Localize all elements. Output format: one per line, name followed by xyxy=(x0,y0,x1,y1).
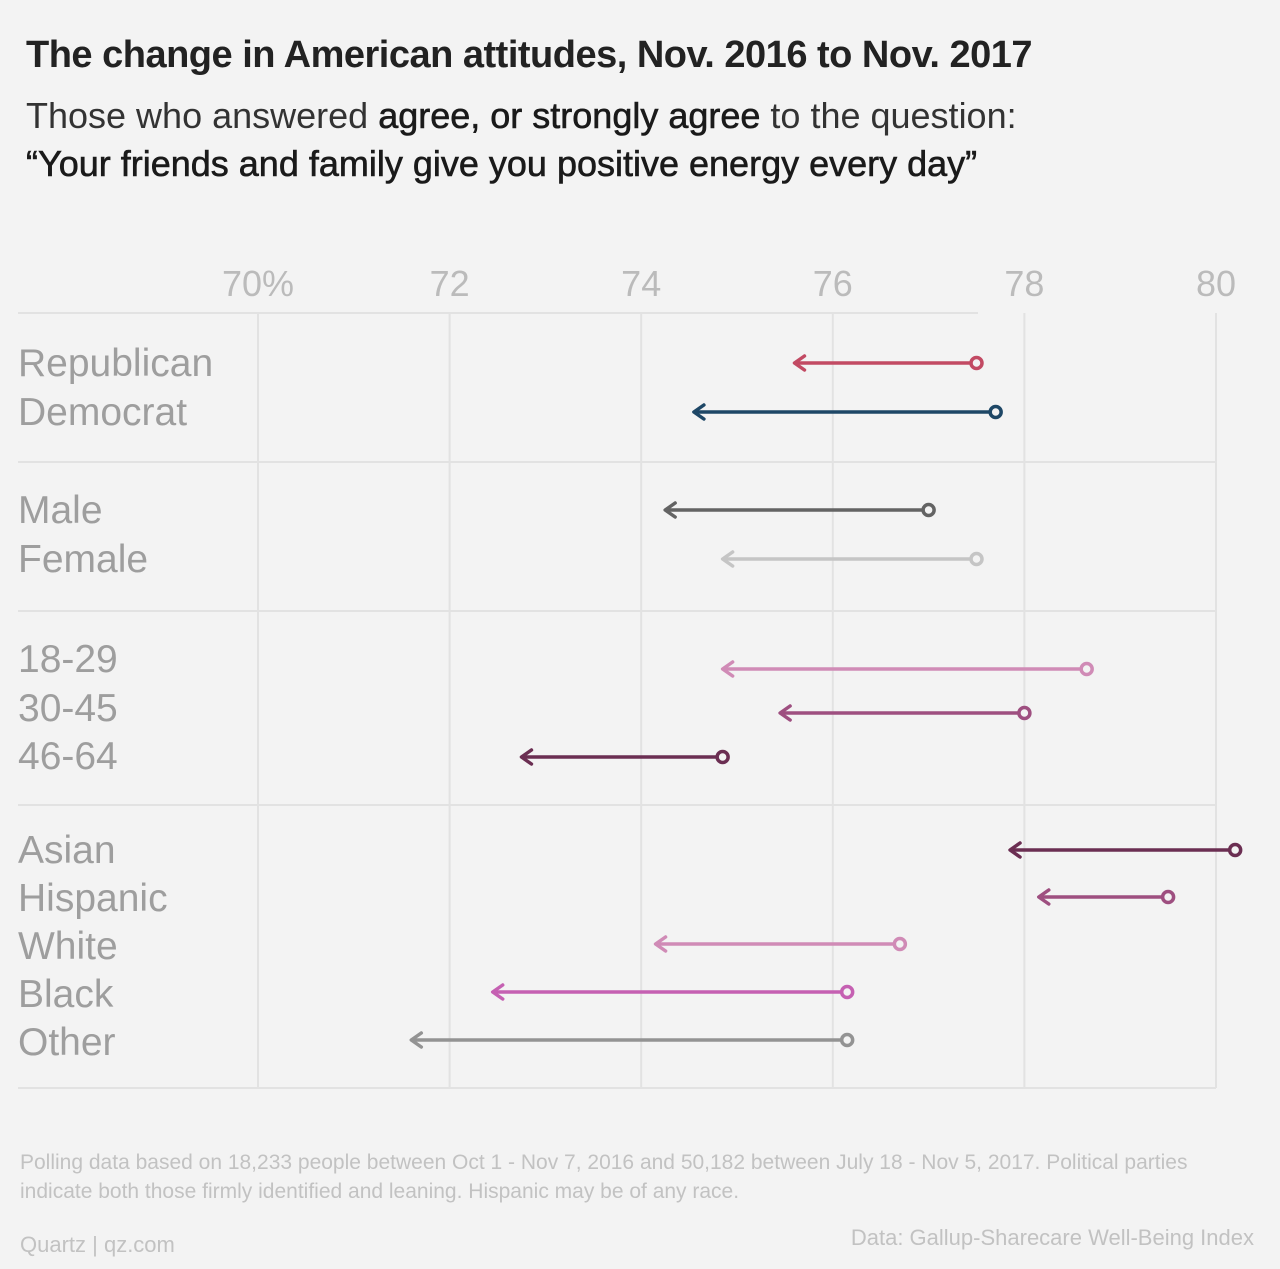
subtitle-post: to the question: xyxy=(760,95,1017,136)
start-point-2016 xyxy=(1227,842,1243,858)
start-point-2016 xyxy=(839,984,855,1000)
x-tick-label: 70% xyxy=(222,263,294,304)
start-point-2016 xyxy=(969,551,984,567)
row-label: Male xyxy=(18,489,103,532)
x-tick-label: 74 xyxy=(621,263,661,304)
start-point-2016 xyxy=(715,749,730,765)
data-source: Data: Gallup-Sharecare Well-Being Index xyxy=(850,1225,1254,1250)
arrowhead-2017 xyxy=(1037,888,1051,906)
arrowhead-2017 xyxy=(692,403,706,421)
start-point-2016 xyxy=(921,502,936,518)
subtitle-bold: agree, or strongly agree xyxy=(378,95,761,137)
arrowhead-2017 xyxy=(778,704,792,722)
subtitle-question: “Your friends and family give you positi… xyxy=(26,143,978,185)
row-label: 46-64 xyxy=(18,735,118,778)
start-point-2016 xyxy=(1017,705,1032,721)
row-label: 18-29 xyxy=(18,638,118,681)
row-label: 30-45 xyxy=(18,687,118,730)
x-tick-label: 78 xyxy=(1004,263,1044,304)
row-label: Other xyxy=(18,1021,116,1064)
row-label: Female xyxy=(18,538,148,581)
start-point-2016 xyxy=(988,404,1003,420)
row-label: Asian xyxy=(18,829,116,872)
arrowhead-2017 xyxy=(409,1031,424,1049)
arrowhead-2017 xyxy=(519,748,534,766)
start-point-2016 xyxy=(1160,889,1176,905)
arrow-chart: 70% 72 74 76 78 80 Republican Democrat Male Femal… xyxy=(18,263,1243,1089)
row-label: White xyxy=(18,925,118,968)
start-point-2016 xyxy=(969,355,984,371)
start-point-2016 xyxy=(839,1032,855,1048)
row-label: Republican xyxy=(18,342,213,385)
row-label: Hispanic xyxy=(18,877,168,920)
arrowhead-2017 xyxy=(1008,841,1022,859)
arrowhead-2017 xyxy=(663,501,677,519)
arrowhead-2017 xyxy=(792,354,807,372)
footnote: Polling data based on 18,233 people betw… xyxy=(20,1151,1188,1203)
row-label: Democrat xyxy=(18,391,187,434)
start-point-2016 xyxy=(892,936,908,952)
arrowhead-2017 xyxy=(490,983,505,1001)
arrowhead-2017 xyxy=(720,660,735,678)
chart-subtitle: Those who answered agree, or strongly ag… xyxy=(26,92,1017,188)
row-label: Black xyxy=(18,973,114,1016)
x-tick-label: 80 xyxy=(1196,263,1236,304)
arrowhead-2017 xyxy=(720,550,735,568)
chart-title: The change in American attitudes, Nov. 2… xyxy=(26,34,1033,76)
start-point-2016 xyxy=(1079,661,1094,677)
subtitle-pre: Those who answered xyxy=(26,95,379,136)
x-tick-label: 76 xyxy=(813,263,853,304)
x-tick-label: 72 xyxy=(430,263,470,304)
arrowhead-2017 xyxy=(653,935,668,953)
credit: Quartz | qz.com xyxy=(20,1232,175,1257)
